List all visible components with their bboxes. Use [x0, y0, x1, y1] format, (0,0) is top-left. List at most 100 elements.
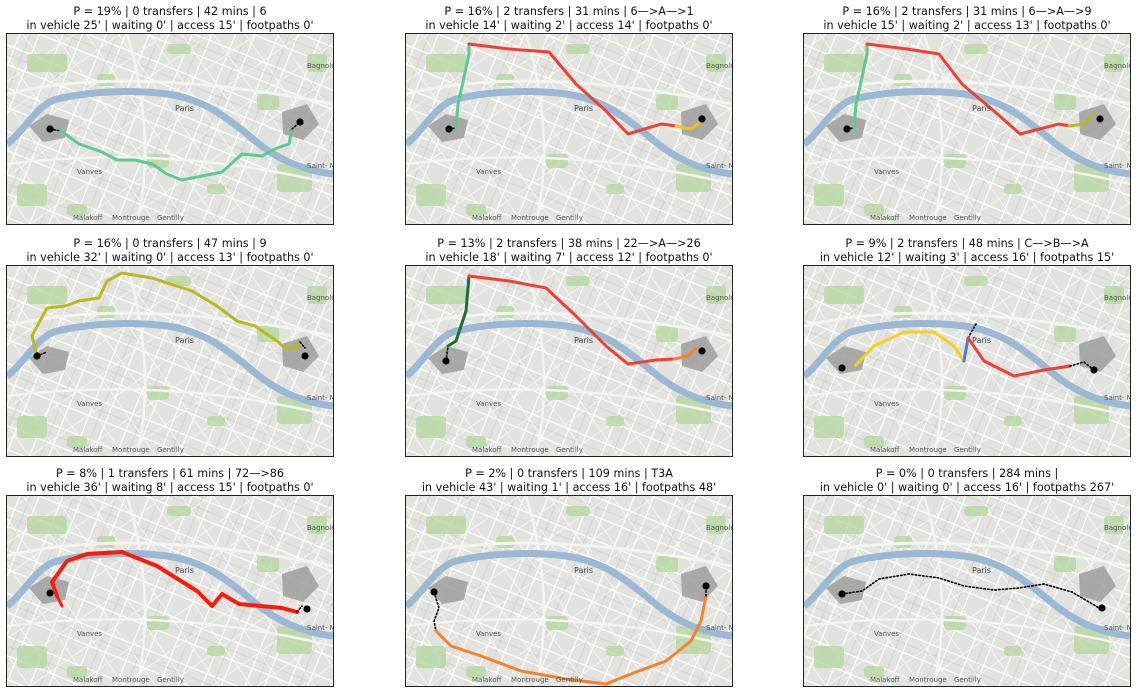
- label-bagnolet: Bagnolet: [706, 62, 732, 70]
- transit-segment: [446, 274, 471, 348]
- label-saint-mande: Saint- Mandé: [307, 394, 333, 402]
- origin-marker: [33, 352, 41, 360]
- map-canvas: [804, 266, 1130, 456]
- panel-title-line1: P = 9% | 2 transfers | 48 mins | C—>B—>A: [845, 237, 1089, 250]
- label-bagnolet: Bagnolet: [307, 294, 333, 302]
- label-paris: Paris: [574, 336, 594, 345]
- label-malakoff: Malakoff: [472, 214, 502, 222]
- map-view: Paris Vanves Bagnolet Saint- Mandé Malakoff M…: [803, 495, 1131, 687]
- label-saint-mande: Saint- Mandé: [1104, 162, 1130, 170]
- label-bagnolet: Bagnolet: [307, 62, 333, 70]
- label-bagnolet: Bagnolet: [307, 524, 333, 532]
- map-view: Paris Vanves Bagnolet Saint- Mandé Malakoff M…: [6, 33, 334, 225]
- panel-title-line1: P = 16% | 0 transfers | 47 mins | 9: [73, 237, 267, 250]
- label-montrouge: Montrouge: [112, 676, 150, 684]
- panel-title-line2: in vehicle 12' | waiting 3' | access 16'…: [819, 251, 1115, 264]
- label-montrouge: Montrouge: [909, 214, 947, 222]
- label-gentilly: Gentilly: [157, 676, 184, 684]
- label-bagnolet: Bagnolet: [1104, 294, 1130, 302]
- footpath-segment: [841, 573, 1100, 609]
- label-vanves: Vanves: [77, 630, 103, 638]
- panel-title-line2: in vehicle 25' | waiting 0' | access 15'…: [26, 19, 314, 32]
- transit-segment: [854, 330, 966, 367]
- transit-segment: [1067, 112, 1096, 128]
- label-montrouge: Montrouge: [112, 214, 150, 222]
- label-gentilly: Gentilly: [954, 676, 981, 684]
- transit-segment: [672, 346, 698, 361]
- label-malakoff: Malakoff: [73, 676, 103, 684]
- panel-title-line2: in vehicle 18' | waiting 7' | access 12'…: [425, 251, 713, 264]
- map-canvas: [406, 266, 732, 456]
- transit-segment: [865, 42, 1071, 136]
- transit-segment: [434, 594, 708, 686]
- label-malakoff: Malakoff: [870, 214, 900, 222]
- label-gentilly: Gentilly: [556, 214, 583, 222]
- panel-title-line1: P = 16% | 2 transfers | 31 mins | 6—>A—>…: [444, 5, 694, 18]
- panel-title-line2: in vehicle 32' | waiting 0' | access 13'…: [26, 251, 314, 264]
- panel-title-line1: P = 16% | 2 transfers | 31 mins | 6—>A—>…: [842, 5, 1092, 18]
- label-gentilly: Gentilly: [157, 214, 184, 222]
- panel-title-line2: in vehicle 14' | waiting 2' | access 14'…: [425, 19, 713, 32]
- origin-marker: [442, 357, 450, 365]
- label-bagnolet: Bagnolet: [1104, 62, 1130, 70]
- route-panel: P = 13% | 2 transfers | 38 mins | 22—>A—…: [405, 237, 733, 457]
- panel-title-line2: in vehicle 0' | waiting 0' | access 16' …: [819, 481, 1115, 494]
- label-bagnolet: Bagnolet: [706, 294, 732, 302]
- label-montrouge: Montrouge: [511, 676, 549, 684]
- footpath-segment: [433, 591, 440, 632]
- destination-marker: [301, 352, 309, 360]
- destination-marker: [303, 605, 311, 613]
- label-malakoff: Malakoff: [73, 446, 103, 454]
- origin-marker: [46, 589, 54, 597]
- label-gentilly: Gentilly: [954, 446, 981, 454]
- map-view: Paris Vanves Bagnolet Saint- Mandé Malakoff M…: [6, 265, 334, 457]
- panel-title-line1: P = 13% | 2 transfers | 38 mins | 22—>A—…: [437, 237, 701, 250]
- label-paris: Paris: [972, 566, 992, 575]
- label-paris: Paris: [175, 104, 195, 113]
- origin-marker: [46, 125, 54, 133]
- destination-marker: [1096, 115, 1104, 123]
- transit-segment: [454, 42, 471, 130]
- transit-segment: [50, 550, 299, 614]
- origin-marker: [843, 125, 851, 133]
- map-canvas: [804, 34, 1130, 224]
- label-montrouge: Montrouge: [511, 446, 549, 454]
- map-view: Paris Vanves Bagnolet Saint- Mandé Malakoff M…: [405, 495, 733, 687]
- map-view: Paris Vanves Bagnolet Saint- Mandé Malakoff M…: [803, 33, 1131, 225]
- map-view: Paris Vanves Bagnolet Saint- Mandé Malakoff M…: [803, 265, 1131, 457]
- map-canvas: [7, 34, 333, 224]
- destination-marker: [702, 582, 710, 590]
- transit-segment: [962, 336, 970, 363]
- route-panel: P = 19% | 0 transfers | 42 mins | 6 in ve…: [6, 5, 334, 225]
- destination-marker: [1090, 366, 1098, 374]
- label-vanves: Vanves: [874, 168, 900, 176]
- panel-title-line1: P = 8% | 1 transfers | 61 mins | 72—>86: [55, 467, 285, 480]
- label-malakoff: Malakoff: [870, 676, 900, 684]
- label-paris: Paris: [972, 336, 992, 345]
- route-panel: P = 8% | 1 transfers | 61 mins | 72—>86 i…: [6, 467, 334, 687]
- label-vanves: Vanves: [77, 400, 103, 408]
- label-vanves: Vanves: [476, 630, 502, 638]
- footpath-segment: [299, 341, 306, 349]
- panel-title-line2: in vehicle 15' | waiting 2' | access 13'…: [823, 19, 1111, 32]
- transit-segment: [467, 274, 676, 366]
- map-canvas: [804, 496, 1130, 686]
- transit-segment: [674, 121, 701, 131]
- map-canvas: [406, 34, 732, 224]
- panel-title-line1: P = 19% | 0 transfers | 42 mins | 6: [73, 5, 267, 18]
- route-panel: P = 16% | 0 transfers | 47 mins | 9 in ve…: [6, 237, 334, 457]
- transit-segment: [55, 594, 64, 608]
- label-paris: Paris: [574, 566, 594, 575]
- transit-segment: [30, 271, 287, 358]
- route-panel: P = 0% | 0 transfers | 284 mins | in vehi…: [803, 467, 1131, 687]
- label-gentilly: Gentilly: [556, 676, 583, 684]
- destination-marker: [698, 347, 706, 355]
- footpath-segment: [296, 605, 303, 613]
- footpath-segment: [967, 323, 977, 339]
- label-vanves: Vanves: [77, 168, 103, 176]
- label-saint-mande: Saint- Mandé: [706, 624, 732, 632]
- transit-segment: [283, 340, 302, 350]
- panel-title-line2: in vehicle 43' | waiting 1' | access 16'…: [421, 481, 717, 494]
- destination-marker: [1098, 604, 1106, 612]
- label-vanves: Vanves: [476, 400, 502, 408]
